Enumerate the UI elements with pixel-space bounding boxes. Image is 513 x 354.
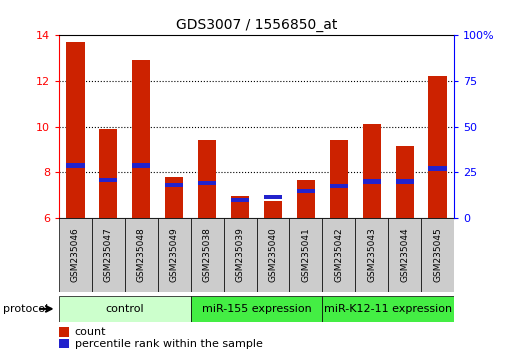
Text: count: count xyxy=(75,327,106,337)
Text: GSM235044: GSM235044 xyxy=(400,228,409,282)
Text: GSM235046: GSM235046 xyxy=(71,228,80,282)
Bar xyxy=(165,177,183,218)
Text: GSM235042: GSM235042 xyxy=(334,228,343,282)
Bar xyxy=(231,196,249,218)
Bar xyxy=(396,179,413,183)
Bar xyxy=(100,178,117,182)
Text: GSM235049: GSM235049 xyxy=(170,228,179,282)
Text: GSM235040: GSM235040 xyxy=(268,228,278,282)
Bar xyxy=(363,179,381,183)
Text: miR-K12-11 expression: miR-K12-11 expression xyxy=(324,304,452,314)
Bar xyxy=(100,129,117,218)
FancyBboxPatch shape xyxy=(322,296,454,322)
Text: GSM235045: GSM235045 xyxy=(433,228,442,282)
FancyBboxPatch shape xyxy=(191,218,224,292)
Title: GDS3007 / 1556850_at: GDS3007 / 1556850_at xyxy=(176,18,337,32)
Text: percentile rank within the sample: percentile rank within the sample xyxy=(75,339,263,349)
FancyBboxPatch shape xyxy=(92,218,125,292)
Text: miR-155 expression: miR-155 expression xyxy=(202,304,311,314)
Bar xyxy=(198,181,216,185)
Bar xyxy=(330,140,348,218)
Bar xyxy=(396,146,413,218)
Bar xyxy=(363,124,381,218)
FancyBboxPatch shape xyxy=(158,218,191,292)
Bar xyxy=(330,184,348,188)
Text: GSM235047: GSM235047 xyxy=(104,228,113,282)
Text: GSM235038: GSM235038 xyxy=(203,227,212,282)
Bar xyxy=(59,327,69,337)
Bar xyxy=(297,189,315,193)
Bar xyxy=(297,180,315,218)
Bar xyxy=(59,339,69,348)
FancyBboxPatch shape xyxy=(289,218,322,292)
FancyBboxPatch shape xyxy=(125,218,158,292)
FancyBboxPatch shape xyxy=(322,218,355,292)
Bar xyxy=(428,76,447,218)
Bar xyxy=(66,42,85,218)
FancyBboxPatch shape xyxy=(355,218,388,292)
Text: GSM235039: GSM235039 xyxy=(235,227,245,282)
Bar xyxy=(132,162,150,167)
Bar xyxy=(231,198,249,202)
Bar xyxy=(165,183,183,187)
FancyBboxPatch shape xyxy=(388,218,421,292)
FancyBboxPatch shape xyxy=(421,218,454,292)
FancyBboxPatch shape xyxy=(59,296,191,322)
FancyBboxPatch shape xyxy=(191,296,322,322)
Text: GSM235048: GSM235048 xyxy=(137,228,146,282)
Bar xyxy=(198,140,216,218)
FancyBboxPatch shape xyxy=(59,218,92,292)
Text: control: control xyxy=(106,304,144,314)
Bar xyxy=(264,195,282,200)
FancyBboxPatch shape xyxy=(224,218,256,292)
Bar xyxy=(66,162,85,167)
Text: GSM235043: GSM235043 xyxy=(367,228,376,282)
Bar xyxy=(264,201,282,218)
FancyBboxPatch shape xyxy=(256,218,289,292)
Bar xyxy=(428,166,447,171)
Text: GSM235041: GSM235041 xyxy=(301,228,310,282)
Text: protocol: protocol xyxy=(3,304,48,314)
Bar xyxy=(132,61,150,218)
